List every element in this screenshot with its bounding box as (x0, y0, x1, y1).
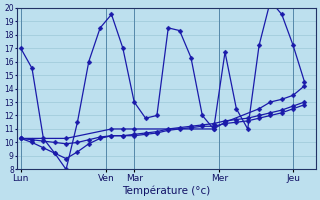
X-axis label: Température (°c): Température (°c) (123, 185, 211, 196)
